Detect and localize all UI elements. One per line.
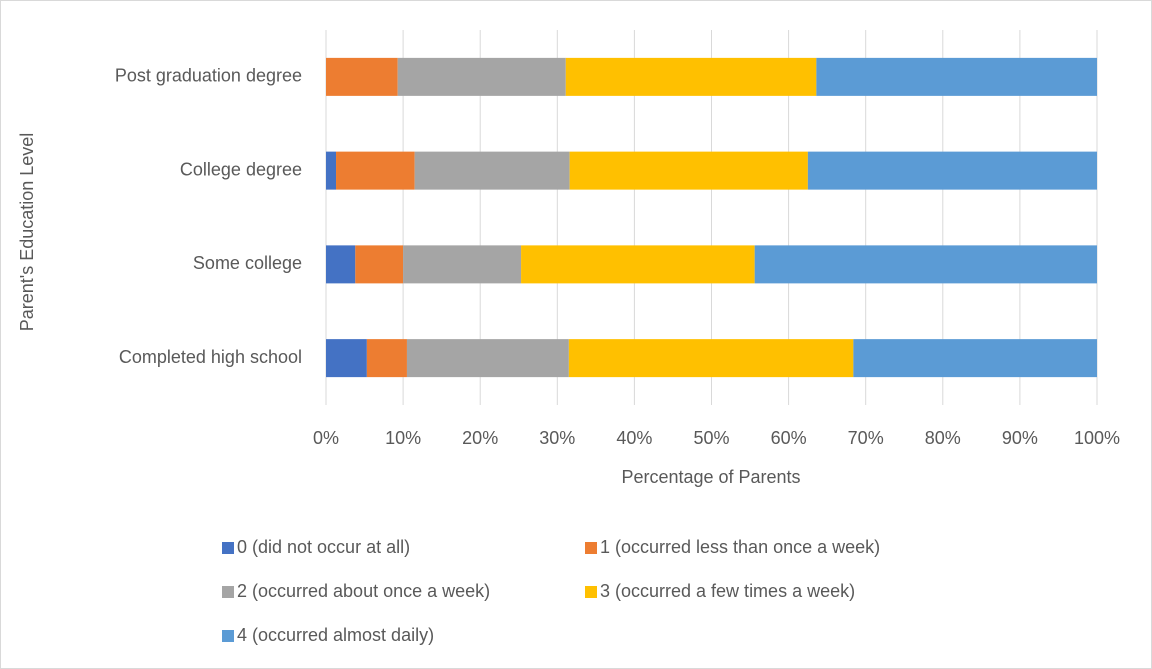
y-tick-label: Completed high school <box>119 347 302 367</box>
legend-label: 1 (occurred less than once a week) <box>600 537 880 557</box>
bar-segment <box>807 151 1097 190</box>
bar-segment <box>568 339 854 378</box>
legend-label: 4 (occurred almost daily) <box>237 625 434 645</box>
bar-segment <box>853 339 1097 378</box>
x-tick-label: 30% <box>539 428 575 448</box>
bar-segment <box>754 245 1097 284</box>
legend-swatch <box>585 542 597 554</box>
legend-swatch <box>222 542 234 554</box>
y-axis-title: Parent's Education Level <box>17 133 37 332</box>
legend-swatch <box>585 586 597 598</box>
bar-segment <box>569 151 808 190</box>
bar-segment <box>414 151 570 190</box>
x-tick-label: 70% <box>848 428 884 448</box>
bar-segment <box>366 339 407 378</box>
x-tick-label: 100% <box>1074 428 1120 448</box>
bar-segment <box>326 245 356 284</box>
bar-segment <box>326 339 367 378</box>
legend-label: 3 (occurred a few times a week) <box>600 581 855 601</box>
bar-segment <box>565 57 817 96</box>
legend-swatch <box>222 630 234 642</box>
bar-segment <box>326 57 398 96</box>
x-tick-label: 40% <box>616 428 652 448</box>
bar-segment <box>355 245 404 284</box>
y-tick-label: Post graduation degree <box>115 66 302 86</box>
legend-label: 0 (did not occur at all) <box>237 537 410 557</box>
x-tick-label: 80% <box>925 428 961 448</box>
bar-segment <box>336 151 415 190</box>
bar-segment <box>406 339 569 378</box>
x-tick-label: 90% <box>1002 428 1038 448</box>
bar-segment <box>403 245 522 284</box>
legend-label: 2 (occurred about once a week) <box>237 581 490 601</box>
x-tick-label: 50% <box>693 428 729 448</box>
x-tick-label: 60% <box>771 428 807 448</box>
x-tick-label: 0% <box>313 428 339 448</box>
bar-segment <box>397 57 566 96</box>
x-tick-label: 10% <box>385 428 421 448</box>
y-tick-label: Some college <box>193 253 302 273</box>
x-axis-title: Percentage of Parents <box>621 467 800 487</box>
x-tick-label: 20% <box>462 428 498 448</box>
y-tick-label: College degree <box>180 159 302 179</box>
bar-segment <box>816 57 1097 96</box>
legend-swatch <box>222 586 234 598</box>
bar-segment <box>326 151 337 190</box>
bar-segment <box>521 245 755 284</box>
